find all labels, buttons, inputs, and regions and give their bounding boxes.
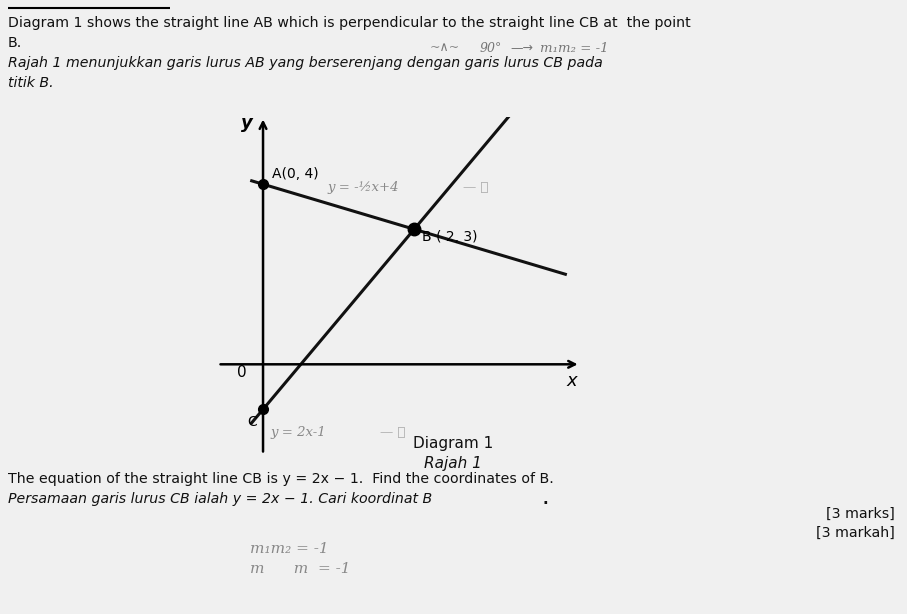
Text: — Ⓑ: — Ⓑ bbox=[463, 181, 489, 194]
Text: Diagram 1 shows the straight line AB which is perpendicular to the straight line: Diagram 1 shows the straight line AB whi… bbox=[8, 16, 691, 30]
Text: m      m  = -1: m m = -1 bbox=[250, 562, 350, 576]
Text: Diagram 1: Diagram 1 bbox=[413, 436, 493, 451]
Text: Persamaan garis lurus CB ialah y = 2x − 1. Cari koordinat B: Persamaan garis lurus CB ialah y = 2x − … bbox=[8, 492, 433, 506]
Text: [3 marks]: [3 marks] bbox=[826, 507, 895, 521]
Text: The equation of the straight line CB is y = 2x − 1.  Find the coordinates of B.: The equation of the straight line CB is … bbox=[8, 472, 554, 486]
Text: [3 markah]: [3 markah] bbox=[816, 526, 895, 540]
Text: .: . bbox=[542, 492, 548, 507]
Text: titik B.: titik B. bbox=[8, 76, 54, 90]
Text: A(0, 4): A(0, 4) bbox=[272, 166, 318, 181]
Text: y = -½x+4: y = -½x+4 bbox=[327, 181, 399, 194]
Text: 0: 0 bbox=[237, 365, 247, 380]
Text: Rajah 1 menunjukkan garis lurus AB yang berserenjang dengan garis lurus CB pada: Rajah 1 menunjukkan garis lurus AB yang … bbox=[8, 56, 603, 70]
Text: y: y bbox=[240, 114, 252, 133]
Text: —→: —→ bbox=[510, 42, 533, 55]
Text: C: C bbox=[248, 414, 257, 429]
Text: B ( 2, 3): B ( 2, 3) bbox=[422, 230, 477, 244]
Text: 90°: 90° bbox=[480, 42, 502, 55]
Text: — ①: — ① bbox=[380, 426, 405, 439]
Text: ~∧~: ~∧~ bbox=[430, 41, 460, 54]
Text: Rajah 1: Rajah 1 bbox=[424, 456, 482, 471]
Text: m₁m₂ = -1: m₁m₂ = -1 bbox=[540, 42, 609, 55]
Text: B.: B. bbox=[8, 36, 23, 50]
Text: x: x bbox=[566, 373, 577, 391]
Text: y = 2x-1: y = 2x-1 bbox=[270, 426, 327, 439]
Text: m₁m₂ = -1: m₁m₂ = -1 bbox=[250, 542, 328, 556]
